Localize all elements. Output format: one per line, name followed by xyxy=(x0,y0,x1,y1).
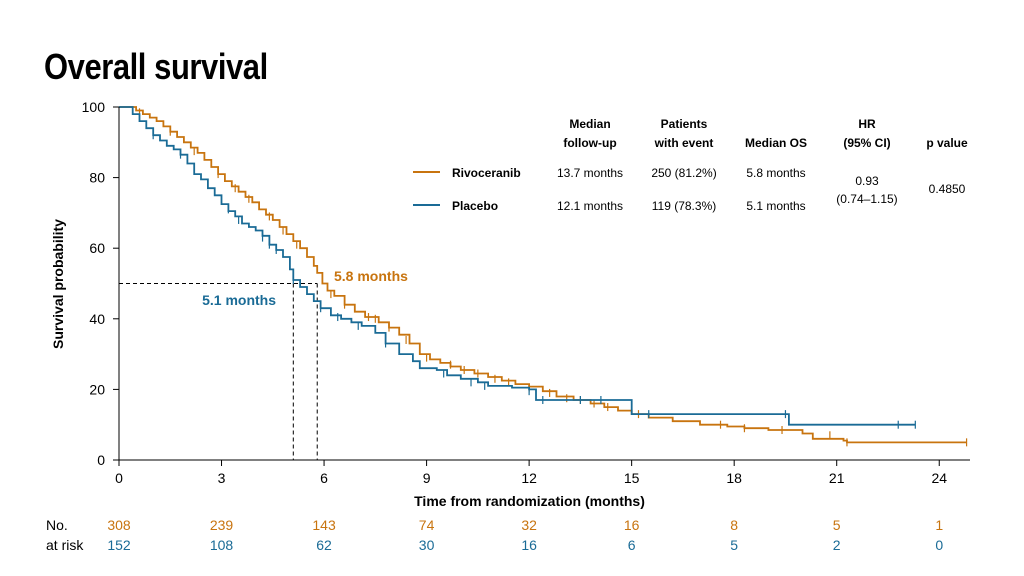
at-risk-rivoceranib: 74 xyxy=(419,517,435,533)
y-tick-label: 100 xyxy=(82,99,106,115)
at-risk-rivoceranib: 1 xyxy=(935,517,943,533)
at-risk-placebo: 2 xyxy=(833,537,841,553)
at-risk-table: No.at risk308152239108143627430321616685… xyxy=(46,517,943,553)
axes: 0 20 40 60 80 100 0 3 6 9 12 15 18 21 24 Time from rand… xyxy=(50,99,970,509)
legend-series-name: Placebo xyxy=(452,199,498,213)
legend-column-header: HR (95% CI) xyxy=(843,117,890,150)
at-risk-label-line2: at risk xyxy=(46,537,84,553)
x-tick-label: 24 xyxy=(931,470,947,486)
legend-hr: 0.93 xyxy=(855,174,879,188)
y-tick-label: 60 xyxy=(89,240,105,256)
page-title: Overall survival xyxy=(44,46,268,87)
x-tick-label: 15 xyxy=(624,470,640,486)
y-tick-label: 40 xyxy=(89,311,105,327)
at-risk-placebo: 30 xyxy=(419,537,435,553)
at-risk-rivoceranib: 239 xyxy=(210,517,234,533)
at-risk-rivoceranib: 8 xyxy=(730,517,738,533)
legend-patients-with-event: 250 (81.2%) xyxy=(651,166,716,180)
x-tick-label: 0 xyxy=(115,470,123,486)
x-tick-label: 18 xyxy=(726,470,742,486)
legend-column-header: Median OS xyxy=(745,136,807,150)
y-tick-label: 20 xyxy=(89,381,105,397)
at-risk-placebo: 16 xyxy=(521,537,537,553)
legend-p-value: 0.4850 xyxy=(929,182,966,196)
legend-ci: (0.74–1.15) xyxy=(836,192,897,206)
legend-column-header: Median follow-up xyxy=(563,117,616,150)
at-risk-placebo: 0 xyxy=(935,537,943,553)
legend-median-os: 5.8 months xyxy=(746,166,805,180)
x-tick-label: 3 xyxy=(218,470,226,486)
median-label-rivoceranib: 5.8 months xyxy=(334,268,408,284)
series-line-placebo xyxy=(119,106,916,426)
series-line-rivoceranib xyxy=(119,106,967,444)
legend-column-header: p value xyxy=(926,136,968,150)
x-tick-label: 9 xyxy=(423,470,431,486)
at-risk-placebo: 152 xyxy=(107,537,131,553)
x-tick-label: 12 xyxy=(521,470,537,486)
at-risk-rivoceranib: 32 xyxy=(521,517,537,533)
at-risk-rivoceranib: 308 xyxy=(107,517,131,533)
at-risk-placebo: 6 xyxy=(628,537,636,553)
y-axis-title: Survival probability xyxy=(50,219,66,349)
legend-median-os: 5.1 months xyxy=(746,199,805,213)
at-risk-placebo: 5 xyxy=(730,537,738,553)
median-guides xyxy=(119,283,318,460)
x-axis-title: Time from randomization (months) xyxy=(414,493,645,509)
median-label-placebo: 5.1 months xyxy=(202,292,276,308)
at-risk-rivoceranib: 16 xyxy=(624,517,640,533)
series-layer: 5.8 months 5.1 months xyxy=(119,106,968,447)
at-risk-placebo: 62 xyxy=(316,537,332,553)
at-risk-placebo: 108 xyxy=(210,537,234,553)
y-tick-label: 80 xyxy=(89,170,105,186)
legend-table: Median follow-up Patients with event Median … xyxy=(413,117,968,213)
y-tick-label: 0 xyxy=(97,452,105,468)
at-risk-rivoceranib: 143 xyxy=(312,517,336,533)
x-tick-label: 6 xyxy=(320,470,328,486)
legend-patients-with-event: 119 (78.3%) xyxy=(652,199,716,213)
legend-median-followup: 12.1 months xyxy=(557,199,623,213)
x-tick-label: 21 xyxy=(829,470,845,486)
at-risk-label-line1: No. xyxy=(46,517,68,533)
at-risk-rivoceranib: 5 xyxy=(833,517,841,533)
legend-column-header: Patients with event xyxy=(654,117,714,150)
legend-median-followup: 13.7 months xyxy=(557,166,623,180)
legend-series-name: Rivoceranib xyxy=(452,166,521,180)
